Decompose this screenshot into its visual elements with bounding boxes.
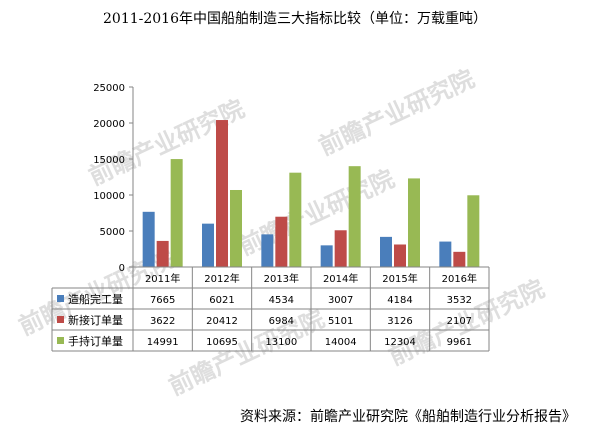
data-value: 20412: [206, 316, 238, 327]
bar: [439, 241, 452, 267]
bar: [216, 120, 228, 267]
bar: [320, 245, 333, 267]
x-tick-label: 2015年: [382, 272, 417, 285]
bar: [408, 178, 420, 267]
page-title: 2011-2016年中国船舶制造三大指标比较（单位：万载重吨）: [103, 11, 487, 27]
series-label: 新接订单量: [68, 313, 123, 327]
bar: [230, 189, 242, 267]
bar: [170, 159, 183, 267]
watermark-text: 前瞻产业研究院: [235, 165, 399, 261]
series-label: 造船完工量: [68, 292, 123, 306]
source-note: 资料来源：前瞻产业研究院《船舶制造行业分析报告》: [240, 409, 576, 425]
data-value: 13100: [265, 337, 297, 348]
watermark-text: 前瞻产业研究院: [165, 305, 329, 401]
bar: [380, 236, 392, 267]
bar: [202, 223, 214, 267]
series-label: 手持订单量: [68, 334, 123, 348]
data-value: 10695: [206, 337, 238, 348]
y-tick-label: 25000: [93, 83, 125, 94]
y-tick-label: 0: [119, 263, 125, 274]
bar: [261, 234, 274, 267]
bar: [394, 244, 406, 267]
data-value: 5101: [328, 316, 353, 327]
bar: [275, 216, 288, 267]
x-tick-label: 2011年: [145, 272, 180, 285]
data-value: 14004: [325, 337, 357, 348]
data-value: 12304: [384, 337, 416, 348]
legend-swatch: [57, 295, 64, 302]
watermark-text: 前瞻产业研究院: [315, 65, 479, 161]
x-tick-label: 2013年: [264, 272, 299, 285]
data-value: 9961: [447, 337, 472, 348]
data-value: 4184: [387, 295, 412, 306]
bar: [289, 172, 302, 267]
data-value: 14991: [147, 337, 179, 348]
legend-swatch: [57, 316, 64, 323]
y-tick-label: 15000: [93, 155, 125, 166]
data-value: 7665: [150, 295, 175, 306]
data-value: 2107: [447, 316, 472, 327]
data-value: 4534: [269, 295, 294, 306]
y-tick-label: 20000: [93, 119, 125, 130]
legend-swatch: [57, 337, 64, 344]
bar: [334, 230, 347, 267]
data-value: 3126: [387, 316, 412, 327]
x-tick-label: 2012年: [204, 272, 239, 285]
data-value: 6984: [269, 316, 294, 327]
data-value: 3007: [328, 295, 353, 306]
bar: [142, 211, 155, 267]
bar: [156, 240, 169, 267]
y-tick-label: 10000: [93, 191, 125, 202]
bar: [467, 195, 480, 267]
x-tick-label: 2016年: [442, 272, 477, 285]
data-value: 3622: [150, 316, 175, 327]
data-value: 3532: [447, 295, 472, 306]
x-tick-label: 2014年: [323, 272, 358, 285]
data-value: 6021: [209, 295, 234, 306]
bar: [348, 166, 361, 267]
y-tick-label: 5000: [100, 227, 125, 238]
bar: [453, 251, 466, 267]
